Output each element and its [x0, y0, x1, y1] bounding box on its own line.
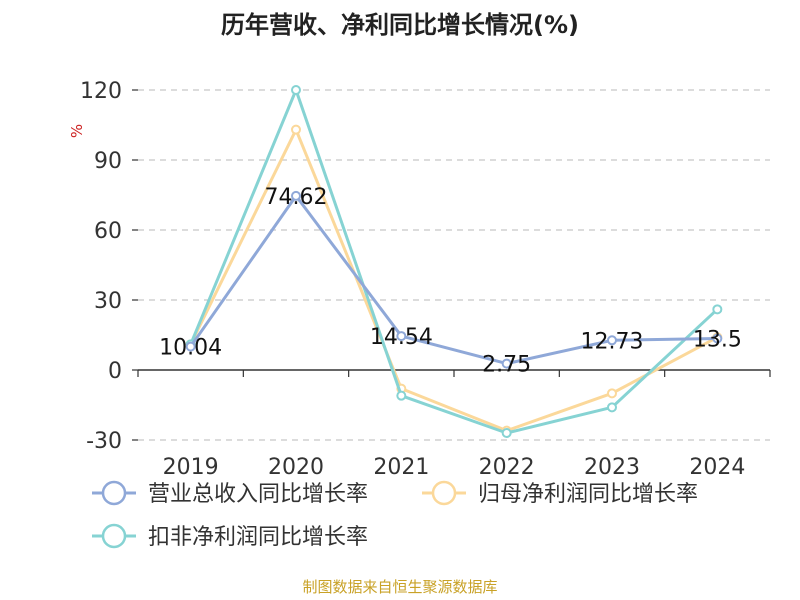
legend-label: 营业总收入同比增长率 — [148, 482, 368, 507]
grid — [138, 89, 770, 441]
y-tick-label: 0 — [108, 359, 122, 384]
legend-marker-icon — [101, 480, 127, 506]
y-tick-label: 120 — [80, 79, 122, 104]
y-tick-label: 90 — [94, 149, 122, 174]
legend-item[interactable]: 营业总收入同比增长率 — [92, 480, 368, 507]
data-point[interactable] — [607, 402, 617, 413]
data-point[interactable] — [501, 428, 512, 438]
data-point[interactable] — [396, 331, 407, 342]
x-tick-label: 2024 — [689, 455, 745, 480]
data-point[interactable] — [607, 335, 617, 346]
data-point[interactable] — [712, 333, 723, 344]
x-tick-label: 2023 — [584, 455, 640, 480]
series-line — [189, 88, 719, 435]
x-tick-label: 2019 — [163, 455, 219, 480]
y-tick-label: 60 — [94, 219, 122, 244]
legend-item[interactable]: 扣非净利润同比增长率 — [92, 523, 368, 550]
source-footer: 制图数据来自恒生聚源数据库 — [302, 578, 497, 596]
axes: -30 0 30 60 90 120 2019 2020 2021 2022 2023 2024 — [80, 79, 771, 480]
y-axis-unit: % — [68, 124, 86, 138]
legend-marker-icon — [431, 480, 457, 506]
data-point[interactable] — [607, 388, 617, 399]
data-point[interactable] — [291, 85, 301, 95]
data-point[interactable] — [396, 390, 407, 401]
data-point[interactable] — [291, 124, 301, 135]
data-label: 13.5 — [693, 328, 742, 353]
series-line — [189, 128, 719, 433]
legend-label: 归母净利润同比增长率 — [478, 482, 698, 507]
data-label: 14.54 — [370, 325, 433, 350]
series-layer — [185, 85, 723, 438]
legend-marker-icon — [101, 523, 127, 549]
legend-item[interactable]: 归母净利润同比增长率 — [422, 480, 698, 507]
data-point[interactable] — [291, 190, 301, 201]
x-tick-label: 2020 — [268, 455, 324, 480]
x-tick-label: 2021 — [373, 455, 429, 480]
data-label: 74.62 — [265, 185, 328, 210]
chart-title: 历年营收、净利同比增长情况(%) — [221, 11, 579, 39]
x-tick-label: 2022 — [479, 455, 535, 480]
data-label: 2.75 — [482, 353, 531, 378]
data-point[interactable] — [185, 341, 196, 352]
data-label: 10.04 — [159, 336, 222, 361]
data-labels: 10.04 74.62 14.54 2.75 12.73 13.5 — [159, 185, 742, 378]
legend-label: 扣非净利润同比增长率 — [148, 525, 368, 550]
data-point[interactable] — [712, 304, 723, 315]
data-point[interactable] — [501, 358, 512, 369]
y-tick-label: 30 — [94, 289, 122, 314]
series-line — [189, 194, 718, 366]
data-label: 12.73 — [581, 329, 644, 354]
y-tick-label: -30 — [86, 429, 122, 454]
